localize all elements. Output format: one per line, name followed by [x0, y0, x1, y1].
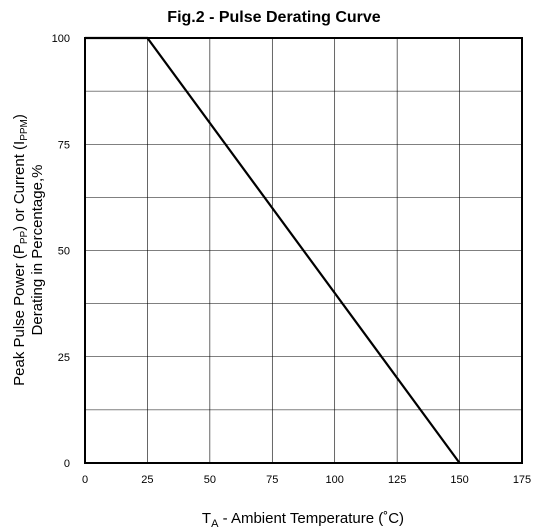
x-tick-label: 150: [450, 474, 468, 486]
x-tick-label: 0: [82, 474, 88, 486]
x-tick-label: 175: [513, 474, 531, 486]
derating-curve-line: [85, 36, 461, 464]
y-tick-label: 75: [58, 139, 70, 151]
x-tick-label: 75: [266, 474, 278, 486]
plot-frame: [84, 37, 523, 464]
y-tick-label: 0: [64, 458, 70, 470]
y-tick-label: 25: [58, 352, 70, 364]
x-tick-label: 50: [204, 474, 216, 486]
y-axis-label-line1: Peak Pulse Power (PPP) or Current (IPPM): [11, 114, 30, 386]
x-tick-labels: 0 25 50 75 100 125 150 175: [82, 474, 531, 486]
y-tick-label: 50: [58, 246, 70, 258]
y-tick-labels: 0 25 50 75 100: [52, 33, 70, 470]
y-axis-label-line2: Derating in Percentage,%: [29, 165, 46, 336]
y-tick-label: 100: [52, 33, 70, 45]
x-tick-label: 125: [388, 474, 406, 486]
x-tick-label: 100: [326, 474, 344, 486]
series-layer: [85, 36, 461, 464]
x-tick-label: 25: [141, 474, 153, 486]
chart-title: Fig.2 - Pulse Derating Curve: [167, 9, 381, 26]
x-axis-label: TA - Ambient Temperature (˚C): [202, 510, 404, 530]
